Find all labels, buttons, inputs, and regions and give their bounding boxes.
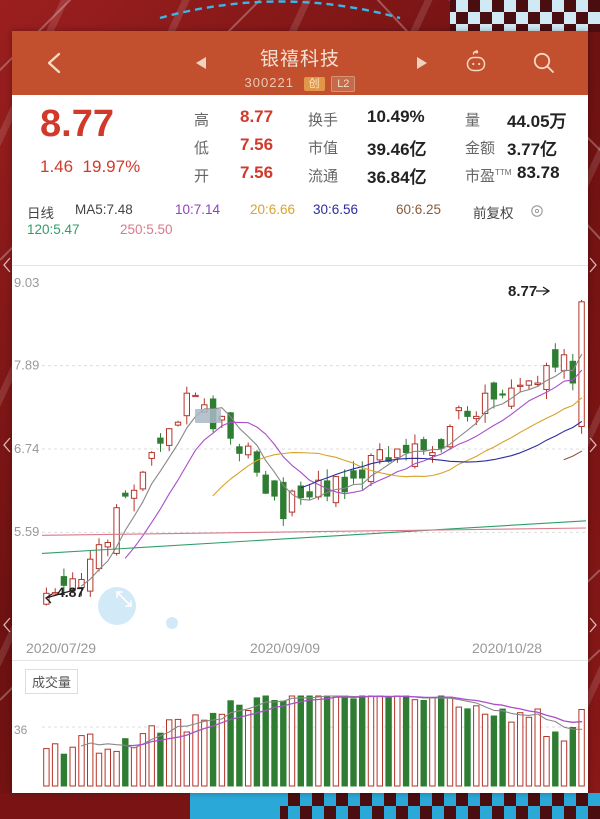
svg-text:5.59: 5.59: [14, 524, 39, 539]
svg-text:7.89: 7.89: [14, 358, 39, 373]
svg-text:8.77: 8.77: [508, 283, 537, 300]
svg-text:6.74: 6.74: [14, 441, 39, 456]
svg-text:9.03: 9.03: [14, 275, 39, 290]
